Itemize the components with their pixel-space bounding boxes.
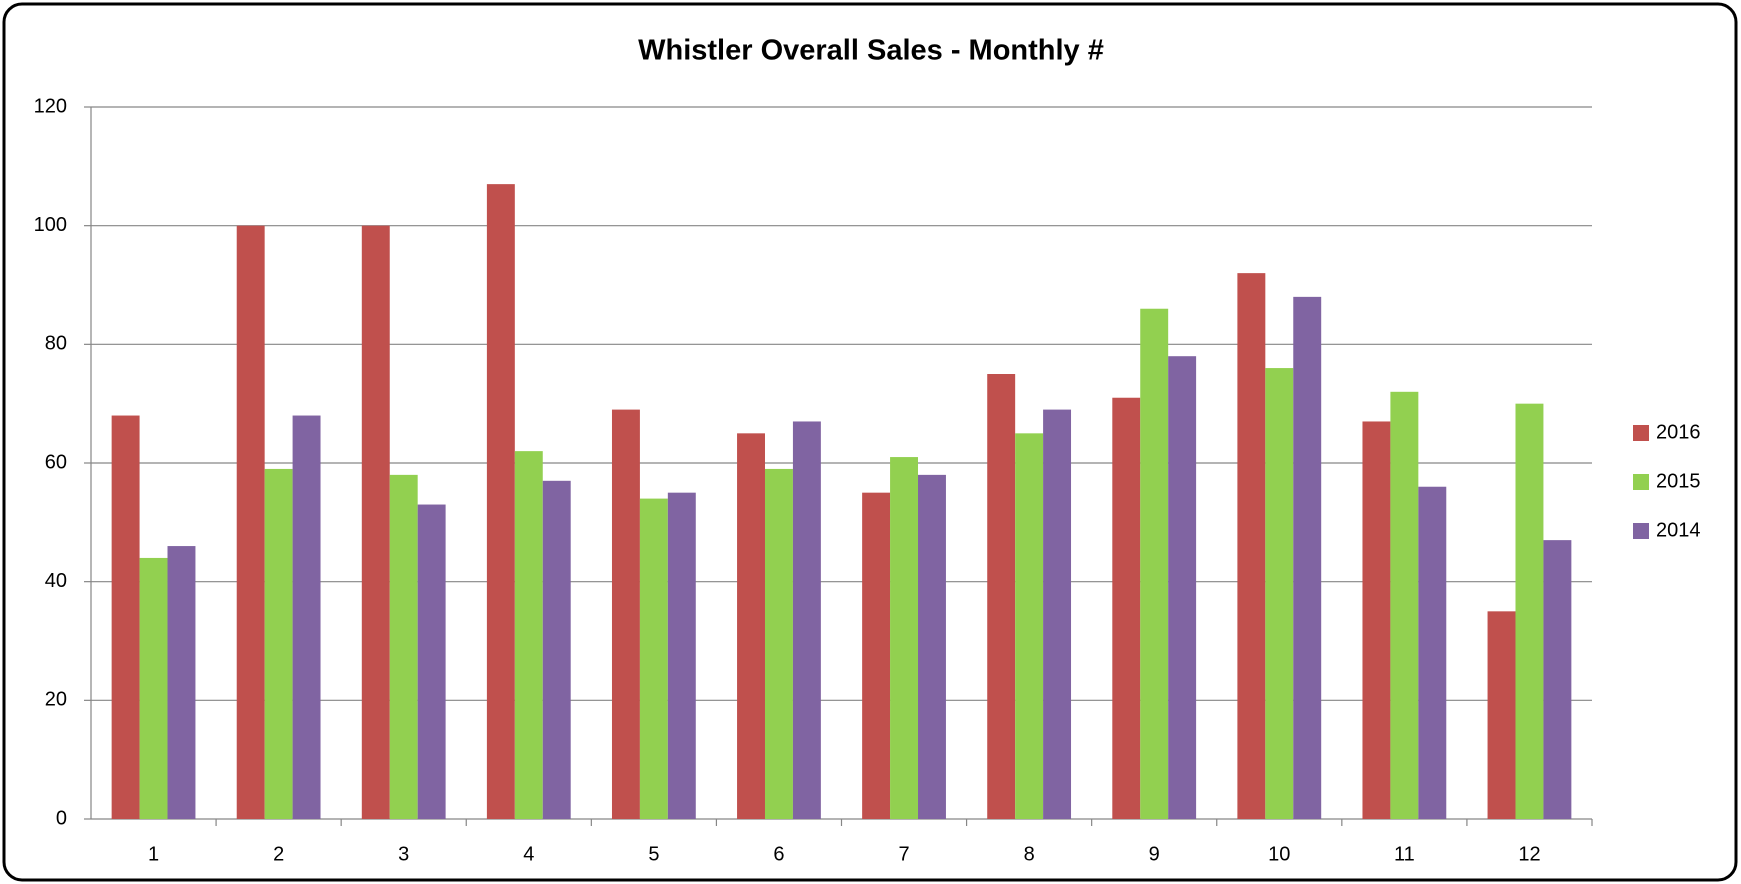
- bar: [264, 468, 293, 819]
- bar: [792, 421, 821, 819]
- legend-swatch: [1633, 523, 1649, 539]
- legend-swatch: [1633, 474, 1649, 490]
- bar: [361, 225, 390, 819]
- x-tick-label: 3: [398, 843, 409, 865]
- bar: [1043, 409, 1072, 819]
- y-tick-label: 60: [45, 451, 67, 473]
- bar: [139, 557, 168, 819]
- bar: [1015, 433, 1044, 819]
- y-tick-label: 80: [45, 333, 67, 355]
- bar: [1140, 308, 1169, 819]
- legend-label: 2014: [1656, 519, 1701, 541]
- x-tick-label: 10: [1268, 843, 1290, 865]
- bar: [1237, 273, 1266, 820]
- bar: [987, 374, 1016, 819]
- x-tick-label: 2: [273, 843, 284, 865]
- bar: [862, 492, 891, 819]
- bar: [236, 225, 265, 819]
- x-tick-label: 11: [1394, 843, 1415, 865]
- y-tick-label: 0: [56, 807, 67, 829]
- x-tick-label: 1: [148, 843, 159, 865]
- legend-label: 2015: [1656, 470, 1701, 492]
- y-tick-label: 120: [34, 95, 67, 117]
- bar: [764, 468, 793, 819]
- bar: [737, 433, 765, 819]
- bar: [890, 457, 919, 819]
- bar: [1515, 403, 1544, 819]
- bar: [389, 474, 418, 819]
- bar: [1112, 397, 1141, 819]
- bar: [417, 504, 446, 819]
- bar: [514, 451, 543, 819]
- bar: [486, 184, 515, 820]
- y-tick-label: 100: [34, 214, 67, 236]
- bar: [292, 415, 321, 819]
- x-tick-label: 7: [898, 843, 909, 865]
- legend-label: 2016: [1656, 421, 1701, 443]
- chart-title: Whistler Overall Sales - Monthly #: [638, 35, 1104, 67]
- x-tick-label: 6: [773, 843, 784, 865]
- x-tick-label: 9: [1149, 843, 1160, 865]
- bar: [1293, 296, 1322, 819]
- bar: [1418, 486, 1447, 819]
- bar: [167, 546, 196, 819]
- bar: [667, 492, 696, 819]
- legend-swatch: [1633, 425, 1649, 441]
- y-tick-label: 20: [45, 689, 67, 711]
- bar: [542, 480, 571, 819]
- x-tick-label: 5: [648, 843, 659, 865]
- bar: [1390, 391, 1419, 819]
- bar: [611, 409, 640, 819]
- x-tick-label: 12: [1518, 843, 1540, 865]
- bar: [1543, 540, 1572, 819]
- bar: [1362, 421, 1391, 819]
- bar: [111, 415, 140, 819]
- x-tick-label: 4: [523, 843, 534, 865]
- bar: [1487, 611, 1516, 819]
- bar: [1265, 368, 1294, 819]
- bar: [918, 474, 946, 819]
- bar: [639, 498, 668, 819]
- x-tick-label: 8: [1024, 843, 1035, 865]
- y-tick-label: 40: [45, 570, 67, 592]
- bar: [1168, 356, 1197, 819]
